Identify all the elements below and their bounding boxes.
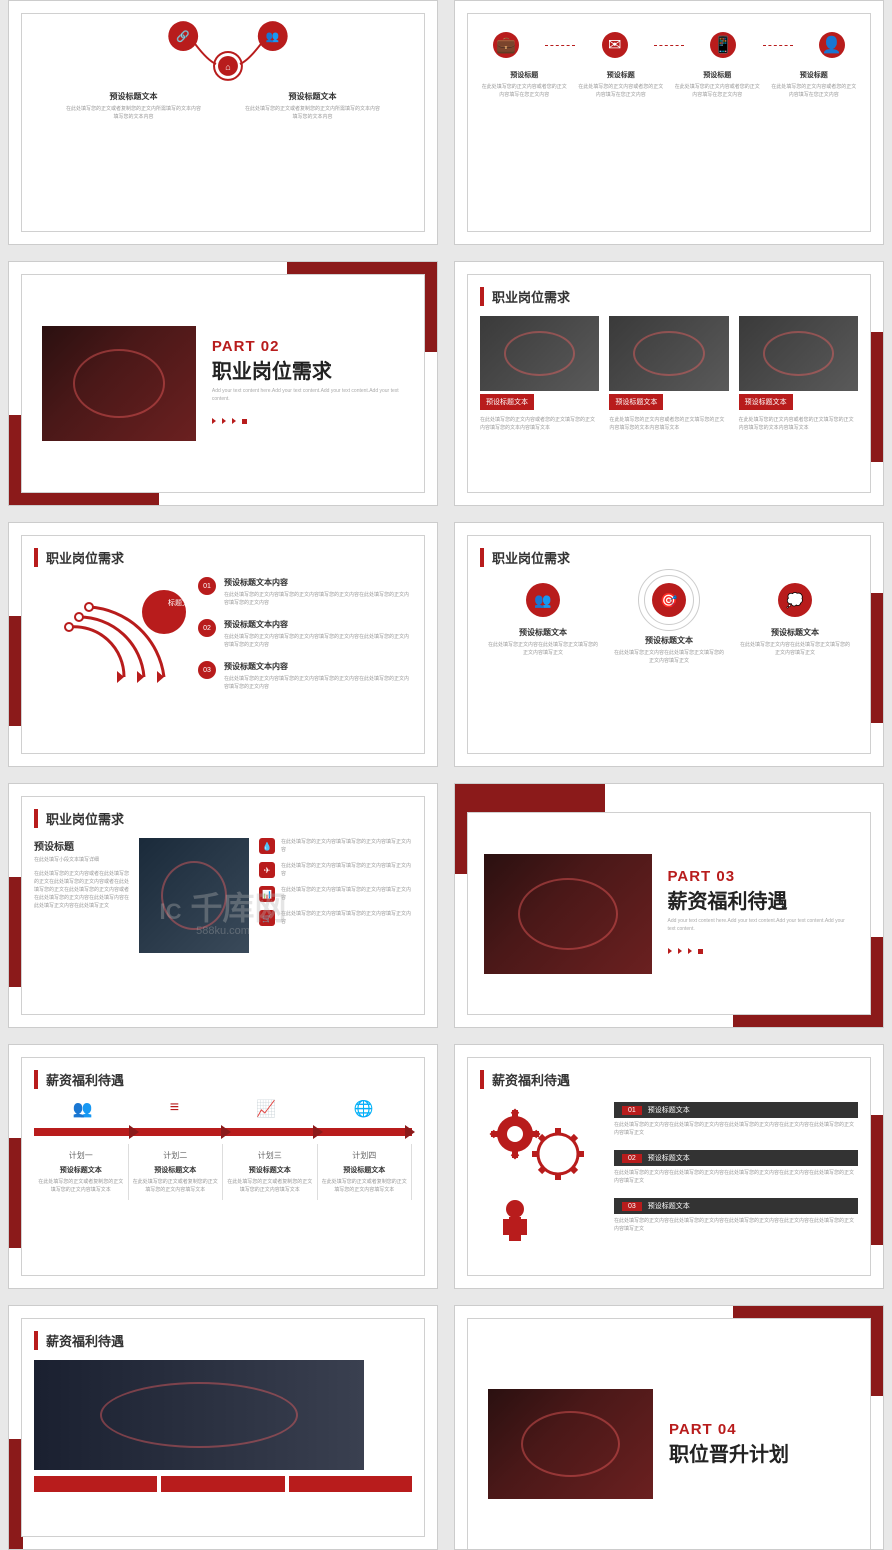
section-title: 薪资福利待遇 <box>34 1331 412 1350</box>
mail-icon: ✉ <box>602 32 628 58</box>
s10-item: 01预设标题文本 在此处填写您的正文内容在此处填写您的正文内容在此处填写您的正文… <box>614 1099 858 1137</box>
gears-diagram <box>480 1099 600 1249</box>
briefcase-icon: 💼 <box>493 32 519 58</box>
svg-text:👥: 👥 <box>266 31 280 43</box>
arrow-bar <box>34 1125 412 1139</box>
slide-10: 薪资福利待遇 01预设标题文本 在此处填写您的正文内容在此处填写您的正文内容在此… <box>454 1044 884 1289</box>
s2-item: 预设标题 在此处填写您的正文内容或者您的正文内容填写在您正文内容 <box>577 70 666 99</box>
slide-12: PART 04 职位晋升计划 <box>454 1305 884 1550</box>
part-title: 薪资福利待遇 <box>668 885 855 914</box>
s7-icon-row: 📊 在此处填写您的正文内容填写填写您的正文内容填写正文内容 <box>259 886 412 902</box>
s7-icon-row: ✈ 在此处填写您的正文内容填写填写您的正文内容填写正文内容 <box>259 862 412 878</box>
s9-plan: 计划二 预设标题文本 在此处填写您的正文或者复制您的正文填写您的正文内容填写文本 <box>129 1144 224 1200</box>
tech-image <box>484 854 652 974</box>
s5-item: 02 预设标题文本内容在此处填写您的正文内容填写您的正文内容填写您的正文内容在此… <box>198 619 412 649</box>
slide-5: 职业岗位需求 标题文字 01 预设标题文本内容在此处填写您的正文内容填写您的正文… <box>8 522 438 767</box>
chart-icon: 📈 <box>256 1099 276 1119</box>
s6-item: 👥 预设标题文本 在此处填写您正文内容在此处填写您正文填写您的正文内容填写正文 <box>488 583 598 665</box>
sub-title: 预设标题 <box>34 838 129 853</box>
s2-item: 预设标题 在此处填写您的正文内容或者您的正文内容填写在您正文内容 <box>770 70 859 99</box>
section-title: 职业岗位需求 <box>34 809 412 828</box>
section-title: 职业岗位需求 <box>480 287 858 306</box>
slide-8: PART 03 薪资福利待遇 Add your text content her… <box>454 783 884 1028</box>
tech-image <box>42 326 196 441</box>
slide-7: 职业岗位需求 预设标题 在此处填写小段文本填写详细 在此处填写您的正文内容或者在… <box>8 783 438 1028</box>
part-desc: Add your text content here.Add your text… <box>668 918 855 933</box>
robot-image <box>139 838 249 953</box>
slide-11: 薪资福利待遇 <box>8 1305 438 1550</box>
dashboard-image <box>34 1360 364 1470</box>
s9-plan: 计划三 预设标题文本 在此处填写您的正文或者复制您的正文填写您的正文内容填写文本 <box>223 1144 318 1200</box>
left-desc: 在此处填写您的正文或者复制您的正文内所需填写的文本内容填写您的文本内容 <box>64 105 203 121</box>
slide-1: 🔗 👥 ⌂ 预设标题文本 在此处填写您的正文或者复制您的正文内所需填写的文本内容… <box>8 0 438 245</box>
coins-icon: ≡ <box>170 1099 179 1119</box>
slide-6: 职业岗位需求 👥 预设标题文本 在此处填写您正文内容在此处填写您正文填写您的正文… <box>454 522 884 767</box>
main-desc: 在此处填写您的正文内容或者在此处填写您的正文在此处填写您的正文内容或者在此处填写… <box>34 870 129 910</box>
slide-4: 职业岗位需求 预设标题文本 在此处填写您的正文内容或者您的正文填写您的正文内容填… <box>454 261 884 506</box>
s5-item: 01 预设标题文本内容在此处填写您的正文内容填写您的正文内容填写您的正文内容在此… <box>198 577 412 607</box>
svg-text:⌂: ⌂ <box>225 62 230 72</box>
s10-item: 02预设标题文本 在此处填写您的正文内容在此处填写您的正文内容在此处填写您的正文… <box>614 1147 858 1185</box>
right-label: 预设标题文本 <box>243 91 382 102</box>
section-title: 薪资福利待遇 <box>480 1070 858 1089</box>
section-title: 职业岗位需求 <box>34 548 412 567</box>
s4-item: 预设标题文本 在此处填写您的正文内容或者您的正文填写您的正文内容填写您的文本内容… <box>739 316 858 432</box>
tech-image <box>488 1389 653 1499</box>
sub-desc: 在此处填写小段文本填写详细 <box>34 856 129 864</box>
s2-item: 预设标题 在此处填写您的正文内容或者您的正文内容填写在您正文内容 <box>480 70 569 99</box>
right-desc: 在此处填写您的正文或者复制您的正文内所需填写的文本内容填写您的文本内容 <box>243 105 382 121</box>
s7-icon-row: 🛒 在此处填写您的正文内容填写填写您的正文内容填写正文内容 <box>259 910 412 926</box>
slide-2: 💼 ✉ 📱 👤 预设标题 在此处填写您的正文内容或者您的正文内容填写在您正文内容… <box>454 0 884 245</box>
svg-text:🔗: 🔗 <box>176 29 190 43</box>
user-icon: 👤 <box>819 32 845 58</box>
part-label: PART 02 <box>212 338 404 355</box>
dots <box>668 941 855 959</box>
left-label: 预设标题文本 <box>64 91 203 102</box>
s10-item: 03预设标题文本 在此处填写您的正文内容在此处填写您的正文内容在此处填写您的正文… <box>614 1195 858 1233</box>
s2-item: 预设标题 在此处填写您的正文内容或者您的正文内容填写在您正文内容 <box>673 70 762 99</box>
part-title: 职业岗位需求 <box>212 355 404 384</box>
part-label: PART 03 <box>668 868 855 885</box>
link-diagram: 🔗 👥 ⌂ <box>34 26 412 86</box>
dots <box>212 411 404 429</box>
slide-3: PART 02 职业岗位需求 Add your text content her… <box>8 261 438 506</box>
part-desc: Add your text content here.Add your text… <box>212 388 404 403</box>
people-icon: 👥 <box>73 1099 93 1119</box>
phone-icon: 📱 <box>710 32 736 58</box>
part-label: PART 04 <box>669 1421 789 1438</box>
part-title: 职位晋升计划 <box>669 1438 789 1467</box>
section-title: 职业岗位需求 <box>480 548 858 567</box>
globe-icon: 🌐 <box>353 1099 373 1119</box>
section-title: 薪资福利待遇 <box>34 1070 412 1089</box>
s6-item: 🎯 预设标题文本 在此处填写您正文内容在此处填写您正文填写您的正文内容填写正文 <box>614 583 724 665</box>
s7-icon-row: 💧 在此处填写您的正文内容填写填写您的正文内容填写正文内容 <box>259 838 412 854</box>
s9-plan: 计划四 预设标题文本 在此处填写您的正文或者复制您的正文填写您的正文内容填写文本 <box>318 1144 413 1200</box>
s4-item: 预设标题文本 在此处填写您的正文内容或者您的正文填写您的正文内容填写您的文本内容… <box>609 316 728 432</box>
s5-item: 03 预设标题文本内容在此处填写您的正文内容填写您的正文内容填写您的正文内容在此… <box>198 661 412 691</box>
s4-item: 预设标题文本 在此处填写您的正文内容或者您的正文填写您的正文内容填写您的文本内容… <box>480 316 599 432</box>
slide-9: 薪资福利待遇 👥 ≡ 📈 🌐 计划一 预设标题文本 在此处填写您的正文或者复制您… <box>8 1044 438 1289</box>
center-label: 标题文字 <box>162 598 202 608</box>
s6-item: 💭 预设标题文本 在此处填写您正文内容在此处填写您正文填写您的正文内容填写正文 <box>740 583 850 665</box>
s9-plan: 计划一 预设标题文本 在此处填写您的正文或者复制您的正文填写您的正文内容填写文本 <box>34 1144 129 1200</box>
